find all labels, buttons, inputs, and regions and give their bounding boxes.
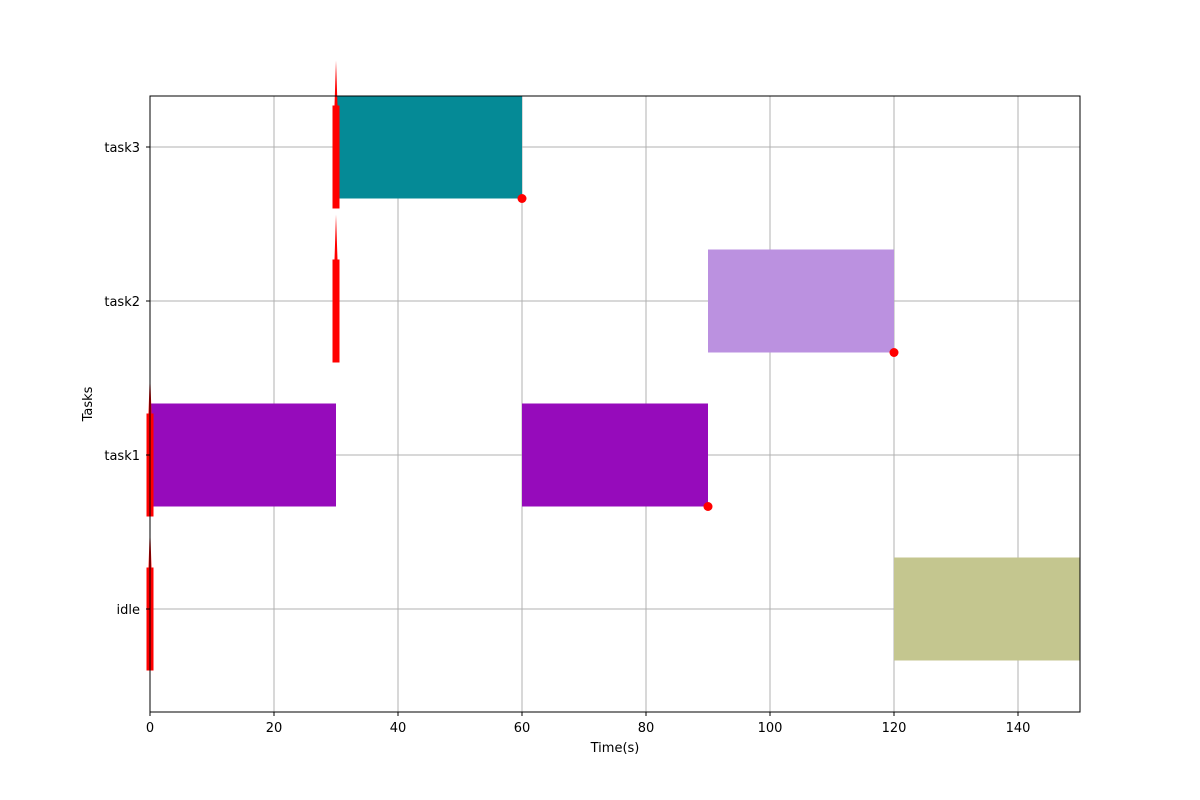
x-tick-label-100: 100 xyxy=(758,721,783,736)
bar-task2-3 xyxy=(708,249,894,353)
ticks: 0 20 40 60 80 100 120 140 idle task1 task2 task3 xyxy=(104,141,1030,736)
x-tick-label-80: 80 xyxy=(638,721,655,736)
x-tick-label-140: 140 xyxy=(1006,721,1031,736)
deadline-dot-task2-2 xyxy=(889,348,899,357)
y-tick-label-task1: task1 xyxy=(104,449,140,464)
deadline-dot-task1-1 xyxy=(703,502,713,511)
bar-task1-0 xyxy=(150,403,336,507)
release-arrow-task3-3 xyxy=(332,60,340,209)
bars xyxy=(150,95,1080,661)
x-tick-label-120: 120 xyxy=(882,721,907,736)
x-axis-label: Time(s) xyxy=(590,741,640,756)
x-tick-label-0: 0 xyxy=(146,721,154,736)
bar-task3-1 xyxy=(336,95,522,199)
y-axis-label: Tasks xyxy=(81,386,96,422)
deadline-dot-task3-0 xyxy=(517,194,527,203)
plot-frame xyxy=(149,95,1081,713)
bar-task1-2 xyxy=(522,403,708,507)
x-tick-label-40: 40 xyxy=(390,721,407,736)
bar-idle-4 xyxy=(894,557,1080,661)
release-arrow-task2-2 xyxy=(332,214,340,363)
y-tick-label-task2: task2 xyxy=(104,295,140,310)
x-tick-label-60: 60 xyxy=(514,721,531,736)
y-tick-label-idle: idle xyxy=(117,603,140,618)
x-tick-label-20: 20 xyxy=(266,721,283,736)
y-tick-label-task3: task3 xyxy=(104,141,140,156)
